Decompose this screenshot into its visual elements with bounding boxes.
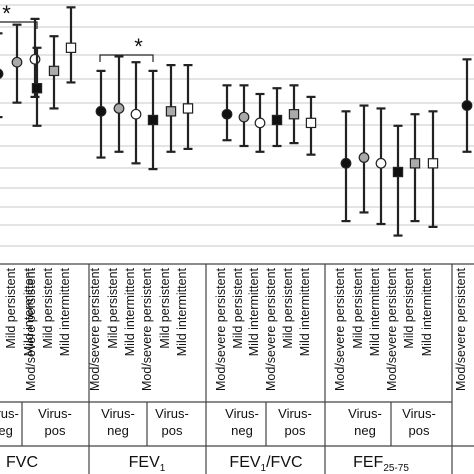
mean-marker-circle — [238, 111, 250, 123]
significance-asterisk: * — [2, 1, 11, 26]
subgroup-label: Mod/severe persistent — [385, 267, 399, 391]
error-bars — [0, 6, 473, 237]
subgroup-label: Mild persistent — [41, 267, 55, 348]
error-bar-fev1fvc-pos-5 — [305, 95, 317, 156]
subgroup-label: Mod/severe persistent — [88, 267, 102, 391]
virus-pos-label: Virus-pos — [402, 406, 436, 438]
virus-pos-label: Virus-pos — [278, 406, 312, 438]
subgroup-label: Mild persistent — [106, 267, 120, 348]
significance-brackets: ** — [0, 1, 154, 62]
group-label-fev1: FEV1 — [129, 454, 166, 474]
error-bar-fef2575-pos-5 — [427, 110, 439, 228]
error-bar-fev1-pos-3 — [147, 69, 159, 171]
error-bar-fvc-pos-3 — [31, 46, 43, 127]
subgroup-label: Mild persistent — [4, 267, 18, 348]
subgroup-label: Mild intermittent — [58, 267, 72, 356]
subgroup-label: Mod/severe persistent — [264, 267, 278, 391]
error-bar-fev1-pos-5 — [182, 64, 194, 150]
mean-marker-square — [165, 106, 177, 117]
mean-marker-square — [147, 114, 159, 126]
mean-marker-circle — [11, 56, 23, 68]
error-bar-fev1-pos-4 — [165, 64, 177, 153]
group-label-fev1fvc: FEV1/FVC — [229, 454, 302, 474]
subgroup-label: Mild intermittent — [420, 267, 434, 356]
subgroup-label: Mild persistent — [281, 267, 295, 348]
mean-marker-circle — [0, 68, 4, 79]
subgroup-label: Mild intermittent — [22, 267, 36, 356]
significance-bracket-fvc — [0, 21, 38, 29]
mean-marker-square — [65, 42, 77, 53]
error-bar-fev1-neg-0 — [95, 69, 107, 159]
significance-bracket-fev1 — [99, 54, 154, 62]
subgroup-label: Mod/severe persistent — [140, 267, 154, 391]
mean-marker-circle — [254, 117, 266, 129]
error-bar-fef2575-neg-2 — [375, 107, 387, 226]
subgroup-label: Mild intermittent — [123, 267, 137, 356]
subgroup-label: Mild persistent — [402, 267, 416, 348]
error-bar-fev1fvc-neg-1 — [238, 84, 250, 148]
virus-neg-label: Virus-neg — [348, 406, 382, 438]
error-bar-cut_off-neg-0 — [461, 58, 473, 153]
subgroup-label: Mild persistent — [231, 267, 245, 348]
virus-pos-label: Virus-pos — [155, 406, 189, 438]
group-label-fvc: FVC — [6, 454, 38, 471]
error-bar-fvc-pos-4 — [48, 35, 60, 110]
error-bar-fvc-neg-0 — [0, 32, 4, 119]
mean-marker-circle — [461, 100, 473, 111]
error-bar-fvc-neg-1 — [11, 23, 23, 104]
error-bar-fev1-neg-1 — [113, 55, 125, 153]
subgroup-label: Mod/severe persistent — [333, 267, 347, 391]
mean-marker-square — [409, 158, 421, 169]
subgroup-label: Mod/severe persistent — [24, 267, 38, 391]
group-label-fef2575: FEF25-75 — [353, 454, 409, 474]
mean-marker-square — [271, 114, 283, 126]
mean-marker-square — [305, 117, 317, 129]
mean-marker-circle — [95, 105, 107, 117]
mean-marker-square — [288, 109, 300, 120]
mean-marker-square — [48, 65, 60, 77]
virus-neg-label: Virus-neg — [101, 406, 135, 438]
mean-marker-circle — [29, 53, 41, 65]
error-bar-fev1fvc-pos-4 — [288, 84, 300, 145]
mean-marker-square — [182, 103, 194, 114]
significance-asterisk: * — [134, 34, 143, 59]
gridlines — [0, 4, 474, 247]
virus-neg-label: Virus-neg — [0, 406, 19, 438]
subgroup-label: Mild persistent — [158, 267, 172, 348]
error-bar-fef2575-neg-1 — [358, 104, 370, 214]
mean-marker-square — [392, 166, 404, 178]
mean-marker-circle — [113, 103, 125, 114]
subgroup-label: Mild intermittent — [368, 267, 382, 356]
subgroup-label: Mod/severe persistent — [454, 267, 468, 391]
virus-neg-label: Virus-neg — [225, 406, 259, 438]
mean-marker-circle — [358, 152, 370, 163]
error-bar-fev1fvc-neg-0 — [221, 84, 233, 142]
error-bar-fef2575-pos-4 — [409, 113, 421, 223]
subgroup-label: Mod/severe persistent — [214, 267, 228, 391]
subgroup-label: Mild persistent — [351, 267, 365, 348]
mean-marker-circle — [375, 157, 387, 169]
error-bar-fef2575-neg-0 — [340, 110, 352, 223]
mean-marker-square — [427, 158, 439, 169]
error-bar-fef2575-pos-3 — [392, 124, 404, 237]
virus-pos-label: Virus-pos — [38, 406, 72, 438]
error-bar-fvc-pos-5 — [65, 6, 77, 84]
error-bar-fev1fvc-neg-2 — [254, 92, 266, 153]
mean-marker-square — [31, 83, 43, 94]
subgroup-label: Mild intermittent — [247, 267, 261, 356]
error-bar-fev1fvc-pos-3 — [271, 87, 283, 148]
mean-marker-circle — [221, 108, 233, 120]
mean-marker-circle — [130, 108, 142, 120]
error-bar-fev1-neg-2 — [130, 61, 142, 165]
subgroup-label: Mild intermittent — [175, 267, 189, 356]
mean-marker-circle — [340, 157, 352, 169]
subgroup-label: Mild intermittent — [298, 267, 312, 356]
